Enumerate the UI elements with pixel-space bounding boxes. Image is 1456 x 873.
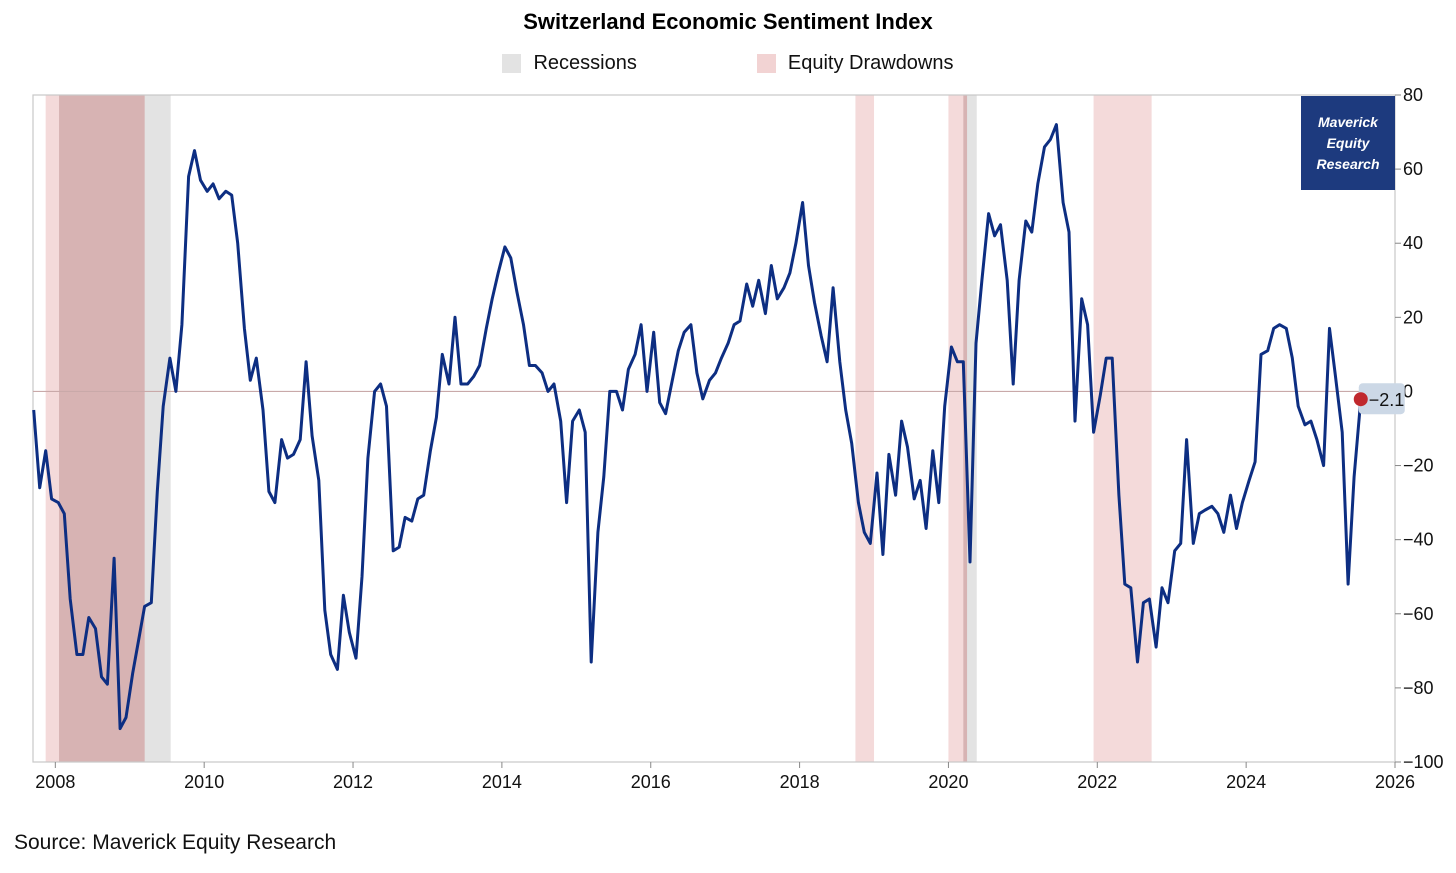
last-value-dot [1353, 392, 1368, 407]
legend-item-recessions: Recessions [502, 52, 637, 75]
x-tick-label: 2018 [780, 772, 820, 792]
brand-line-1: Maverick [1318, 113, 1378, 130]
x-tick-label: 2010 [184, 772, 224, 792]
y-tick-label: 60 [1403, 159, 1423, 179]
drawdown-band [948, 95, 968, 762]
last-value-label-bg [1358, 383, 1405, 415]
legend-label-equity-drawdowns: Equity Drawdowns [787, 52, 954, 74]
x-tick-label: 2026 [1375, 772, 1415, 792]
legend-swatch-recessions [502, 54, 522, 73]
series-line [32, 123, 1363, 731]
x-tick-label: 2024 [1226, 772, 1266, 792]
legend-item-equity-drawdowns: Equity Drawdowns [671, 52, 954, 75]
legend-label-recessions: Recessions [533, 52, 637, 74]
y-tick-label: 20 [1403, 307, 1423, 327]
last-value-label: −2.1 [1369, 390, 1405, 410]
source-note: Source: Maverick Equity Research [14, 831, 337, 854]
x-tick-label: 2020 [928, 772, 968, 792]
shaded-bands [45, 95, 1152, 762]
y-tick-label: −60 [1403, 604, 1434, 624]
legend-swatch-equity-drawdowns [756, 54, 776, 73]
y-tick-label: −100 [1403, 752, 1444, 772]
last-value-marker: −2.1 [1353, 383, 1405, 415]
brand-line-2: Equity [1326, 134, 1370, 151]
x-tick-label: 2016 [631, 772, 671, 792]
y-axis: 80 60 40 20 0 −20 −40 −60 −80 −100 [1395, 85, 1444, 772]
drawdown-band [45, 95, 145, 762]
y-tick-label: −40 [1403, 530, 1434, 550]
x-axis: 2008 2010 2012 2014 2016 2018 2020 2022 2024 2026 [35, 762, 1415, 792]
y-tick-label: 40 [1403, 233, 1423, 253]
chart-title: Switzerland Economic Sentiment Index [523, 9, 933, 34]
drawdown-band [1093, 95, 1152, 762]
x-tick-label: 2012 [333, 772, 373, 792]
x-tick-label: 2022 [1077, 772, 1117, 792]
plot-frame [32, 94, 1396, 763]
drawdown-band [855, 95, 875, 762]
overlap-band [59, 95, 145, 762]
y-tick-label: −80 [1403, 678, 1434, 698]
y-tick-label: −20 [1403, 456, 1434, 476]
y-tick-label: 0 [1403, 381, 1413, 401]
brand-logo: Maverick Equity Research [1301, 96, 1395, 190]
x-tick-label: 2014 [482, 772, 522, 792]
x-tick-label: 2008 [35, 772, 75, 792]
brand-line-3: Research [1316, 155, 1380, 172]
y-tick-label: 80 [1403, 85, 1423, 105]
legend: Recessions Equity Drawdowns [0, 52, 1456, 75]
